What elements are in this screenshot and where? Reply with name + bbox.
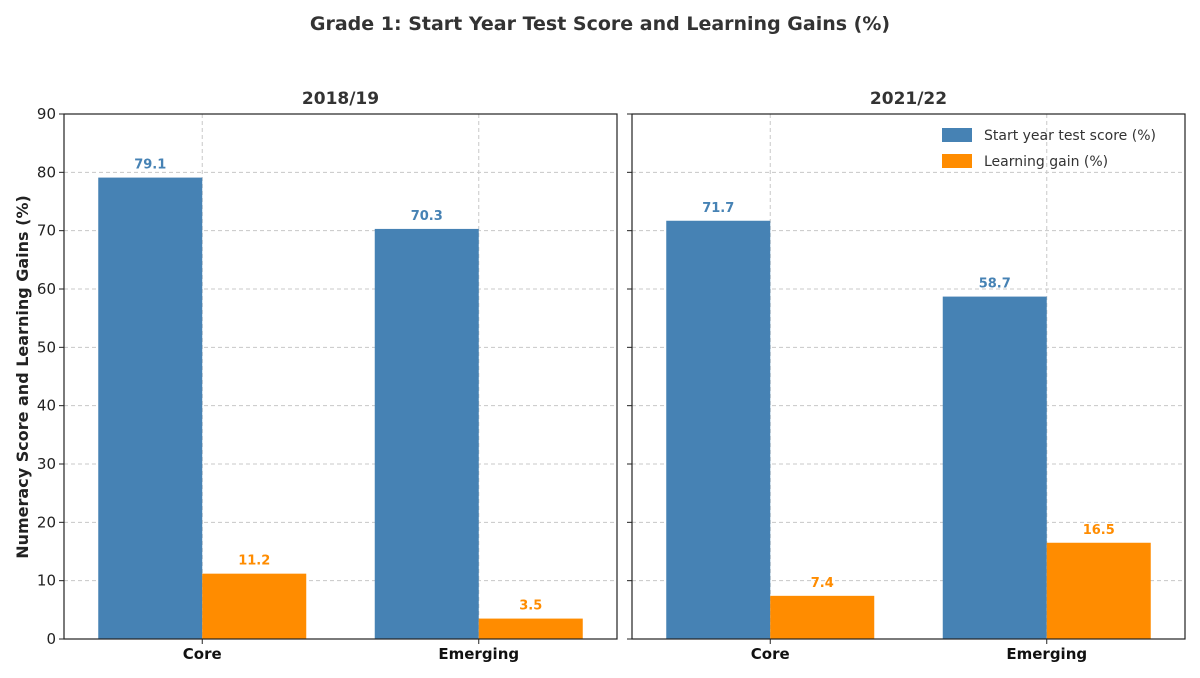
bar-start-core bbox=[666, 220, 771, 639]
y-tick-label: 50 bbox=[37, 338, 56, 356]
y-tick-label: 60 bbox=[37, 280, 56, 298]
panels: 79.1 70.3 11.2 3.5 0 10 20 30 40 50 60 70 80 90 Core Em… bbox=[37, 89, 1186, 663]
bar-gain-emerging bbox=[478, 618, 583, 639]
bar-gain-core bbox=[770, 595, 875, 639]
bar-start-core bbox=[98, 177, 203, 640]
y-tick-label: 70 bbox=[37, 222, 56, 240]
y-tick-label: 30 bbox=[37, 455, 56, 473]
bar-gain-emerging bbox=[1046, 542, 1151, 639]
panel-1: 79.1 70.3 11.2 3.5 0 10 20 30 40 50 60 70 80 90 Core Em… bbox=[37, 89, 618, 663]
data-label-start-core: 79.1 bbox=[134, 158, 166, 173]
data-label-start-emerging: 58.7 bbox=[979, 277, 1011, 292]
x-tick-label: Emerging bbox=[1006, 645, 1087, 663]
bar-start-emerging bbox=[374, 228, 479, 639]
figure-title: Grade 1: Start Year Test Score and Learn… bbox=[310, 13, 890, 35]
bar-start-emerging bbox=[942, 296, 1047, 639]
y-tick-label: 80 bbox=[37, 163, 56, 181]
data-label-start-core: 71.7 bbox=[702, 201, 734, 216]
panel-title: 2018/19 bbox=[302, 89, 379, 109]
legend-label-gain: Learning gain (%) bbox=[984, 154, 1108, 170]
y-tick-label: 0 bbox=[46, 630, 56, 648]
legend: Start year test score (%) Learning gain (… bbox=[942, 128, 1156, 170]
x-tick-label: Core bbox=[183, 645, 222, 663]
legend-swatch-gain bbox=[942, 154, 972, 168]
y-tick-label: 20 bbox=[37, 513, 56, 531]
legend-label-start: Start year test score (%) bbox=[984, 128, 1156, 144]
axes-frame bbox=[631, 113, 1186, 640]
panel-title: 2021/22 bbox=[870, 89, 947, 109]
legend-swatch-start bbox=[942, 128, 972, 142]
panel-2: 71.7 58.7 7.4 16.5 Core Emerging 2021/22 bbox=[627, 89, 1186, 663]
axes-frame bbox=[63, 113, 618, 640]
y-axis-label: Numeracy Score and Learning Gains (%) bbox=[13, 195, 32, 559]
y-tick-label: 10 bbox=[37, 572, 56, 590]
data-label-gain-emerging: 16.5 bbox=[1083, 523, 1115, 538]
data-label-gain-emerging: 3.5 bbox=[519, 599, 542, 614]
bar-gain-core bbox=[202, 573, 307, 639]
y-tick-label: 40 bbox=[37, 397, 56, 415]
y-tick-label: 90 bbox=[37, 105, 56, 123]
data-label-gain-core: 11.2 bbox=[238, 554, 270, 569]
x-tick-label: Core bbox=[751, 645, 790, 663]
data-label-gain-core: 7.4 bbox=[811, 576, 834, 591]
data-label-start-emerging: 70.3 bbox=[411, 209, 443, 224]
x-tick-label: Emerging bbox=[438, 645, 519, 663]
